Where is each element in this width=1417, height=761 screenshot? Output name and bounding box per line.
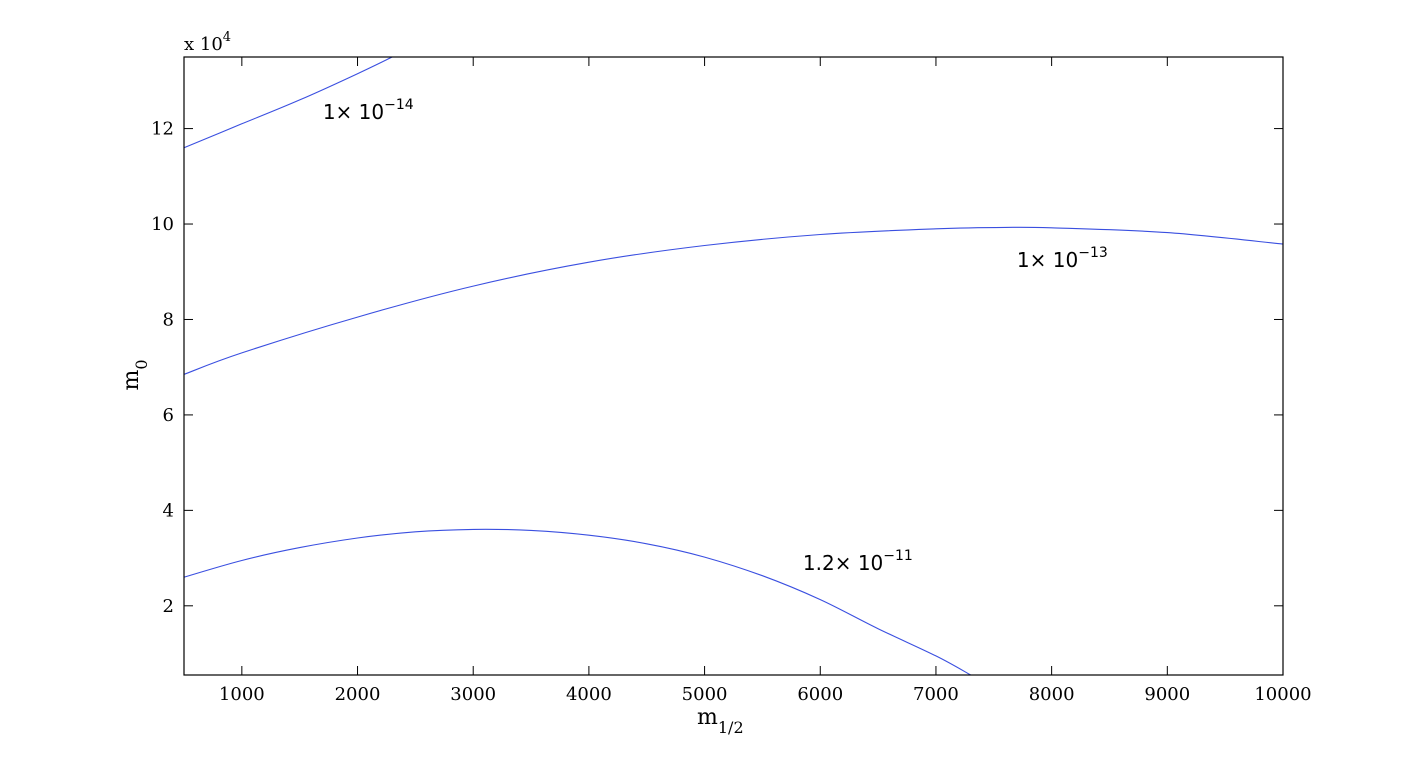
y-tick-label: 8 bbox=[163, 309, 174, 330]
y-tick-label: 10 bbox=[151, 214, 174, 235]
contour-label-1: 1× 10−14 bbox=[323, 97, 414, 124]
x-tick-label: 4000 bbox=[566, 684, 612, 705]
contour-line-3 bbox=[183, 528, 971, 676]
y-tick-label: 4 bbox=[163, 500, 174, 521]
contour-label-3: 1.2× 10−11 bbox=[803, 548, 913, 575]
x-tick-label: 9000 bbox=[1144, 684, 1190, 705]
y-tick-label: 12 bbox=[151, 119, 174, 140]
contour-label-mantissa: 1× 10 bbox=[1017, 248, 1078, 272]
x-tick-label: 5000 bbox=[682, 684, 728, 705]
y-axis-multiplier-base: x 10 bbox=[184, 34, 223, 55]
x-tick-label: 8000 bbox=[1029, 684, 1075, 705]
contour-line-1 bbox=[183, 56, 393, 149]
x-tick-label: 10000 bbox=[1254, 684, 1311, 705]
x-tick-label: 7000 bbox=[913, 684, 959, 705]
y-axis-multiplier-exponent: 4 bbox=[223, 30, 231, 45]
y-tick-label: 6 bbox=[163, 405, 174, 426]
y-axis-label-sub: 0 bbox=[132, 359, 151, 369]
axes-frame bbox=[183, 56, 1284, 676]
contour-label-mantissa: 1.2× 10 bbox=[803, 551, 883, 575]
y-axis-label-base: m bbox=[119, 370, 144, 391]
x-axis-label-base: m bbox=[697, 705, 718, 730]
contour-label-mantissa: 1× 10 bbox=[323, 100, 384, 124]
contour-label-exponent: −14 bbox=[384, 97, 414, 113]
y-axis-multiplier: x 104 bbox=[184, 30, 231, 55]
x-tick-label: 2000 bbox=[335, 684, 381, 705]
labels-layer: 1× 10−141× 10−131.2× 10−11 bbox=[323, 97, 1108, 575]
y-tick-label: 2 bbox=[163, 596, 174, 617]
contour-label-exponent: −11 bbox=[883, 548, 913, 564]
x-tick-label: 6000 bbox=[797, 684, 843, 705]
ticks-layer: 1000 2000 3000 4000 5000 6000 7000 8000 9000 1000… bbox=[151, 57, 1312, 705]
contour-line-2 bbox=[183, 226, 1284, 375]
series-layer bbox=[183, 56, 1284, 676]
y-axis-label: m0 bbox=[119, 359, 151, 390]
x-axis-label: m1/2 bbox=[697, 705, 744, 737]
x-axis-label-sub: 1/2 bbox=[718, 718, 744, 737]
x-tick-label: 3000 bbox=[450, 684, 496, 705]
x-tick-label: 1000 bbox=[219, 684, 265, 705]
contour-label-2: 1× 10−13 bbox=[1017, 245, 1108, 272]
contour-label-exponent: −13 bbox=[1078, 245, 1108, 261]
